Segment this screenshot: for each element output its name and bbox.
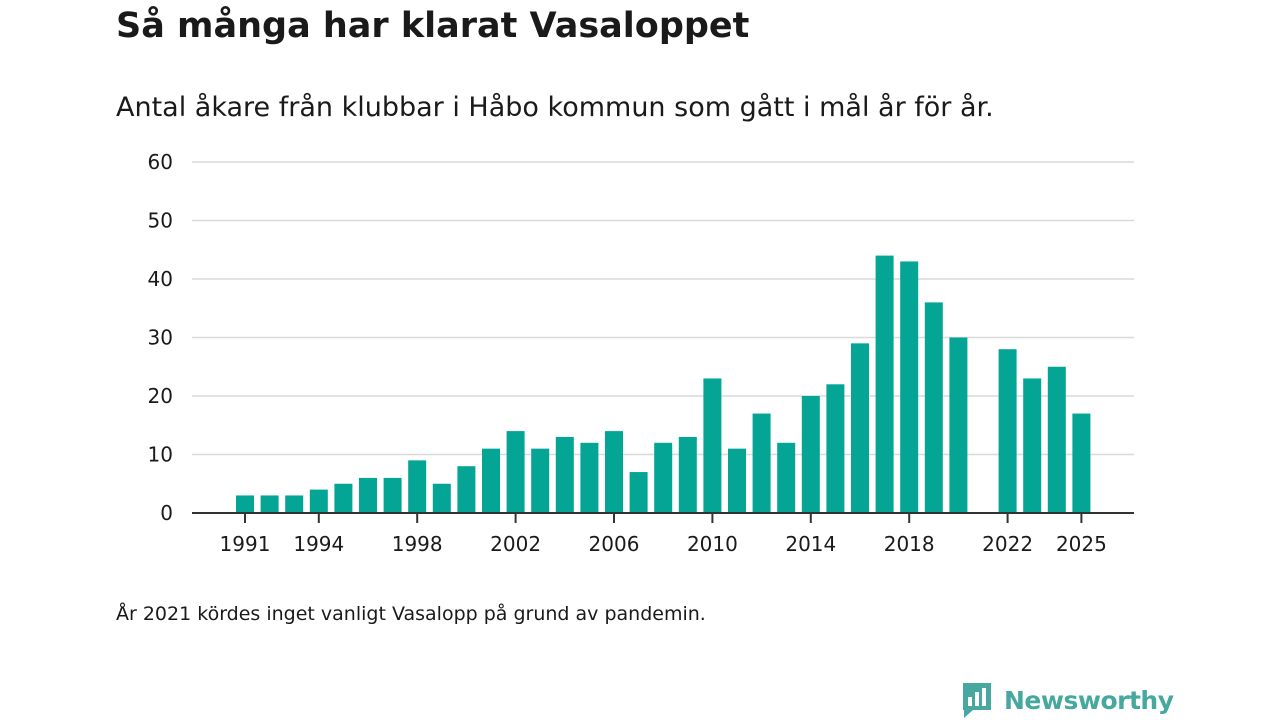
- bar-2015: [826, 384, 845, 513]
- y-tick-label-10: 10: [148, 443, 173, 467]
- bar-2013: [777, 442, 796, 513]
- y-tick-label-30: 30: [148, 326, 173, 350]
- bar-2014: [801, 396, 820, 513]
- bar-2020: [949, 337, 968, 513]
- bar-1994: [309, 489, 328, 513]
- x-axis: [192, 512, 1134, 523]
- bar-2011: [728, 448, 746, 513]
- bar-1996: [359, 477, 377, 513]
- tick-labels: 0 10 20 30 40 50 60 1991 1994 1998 2002 2006 2010 201…: [148, 150, 1107, 556]
- bar-2012: [752, 413, 771, 513]
- x-tick-label-1998: 1998: [392, 532, 443, 556]
- bar-2025: [1072, 413, 1091, 513]
- bar-chart: 0 10 20 30 40 50 60 1991 1994 1998 2002 2006 2010 201…: [148, 150, 1134, 556]
- x-tick-label-1991: 1991: [220, 532, 271, 556]
- x-tick-label-2006: 2006: [589, 532, 640, 556]
- chart-subtitle: Antal åkare från klubbar i Håbo kommun s…: [116, 92, 994, 123]
- y-tick-label-40: 40: [148, 267, 173, 291]
- bar-1998: [408, 460, 427, 513]
- y-tick-label-20: 20: [148, 384, 173, 408]
- y-tick-label-0: 0: [160, 501, 173, 525]
- bar-2006: [605, 431, 623, 513]
- bar-2004: [555, 436, 574, 513]
- bar-2008: [654, 442, 673, 513]
- bars: [236, 255, 1091, 513]
- bar-2000: [457, 466, 476, 513]
- bar-1997: [383, 477, 402, 513]
- bar-2019: [924, 302, 943, 513]
- bar-1992: [260, 495, 279, 513]
- bar-2010: [703, 378, 722, 513]
- bar-1993: [285, 495, 304, 513]
- x-tick-label-2002: 2002: [490, 532, 541, 556]
- newsworthy-logo-icon: [963, 683, 991, 718]
- bar-2018: [900, 261, 919, 513]
- bar-2001: [482, 448, 500, 513]
- bar-2017: [875, 255, 894, 513]
- bar-2005: [580, 442, 599, 513]
- x-tick-label-2022: 2022: [982, 532, 1033, 556]
- y-tick-label-60: 60: [148, 150, 173, 174]
- bar-2007: [629, 472, 648, 513]
- y-tick-label-50: 50: [148, 209, 173, 233]
- x-tick-label-2025: 2025: [1056, 532, 1107, 556]
- chart-title: Så många har klarat Vasaloppet: [116, 6, 750, 46]
- bar-2002: [506, 431, 525, 513]
- bar-2023: [1023, 378, 1042, 513]
- bar-1995: [334, 483, 353, 513]
- bar-1999: [432, 483, 451, 513]
- newsworthy-logo-text: Newsworthy: [1004, 685, 1174, 715]
- gridlines: [192, 161, 1134, 456]
- x-tick-label-2010: 2010: [687, 532, 738, 556]
- bar-2009: [678, 436, 697, 513]
- x-tick-label-2014: 2014: [785, 532, 836, 556]
- bar-2022: [998, 349, 1017, 513]
- bar-2016: [851, 343, 869, 513]
- bar-1991: [236, 495, 254, 513]
- footnote: År 2021 kördes inget vanligt Vasalopp på…: [116, 603, 706, 625]
- x-tick-label-1994: 1994: [293, 532, 344, 556]
- bar-2003: [531, 448, 550, 513]
- newsworthy-logo: Newsworthy: [960, 680, 1174, 720]
- bar-2024: [1047, 366, 1066, 513]
- x-tick-label-2018: 2018: [884, 532, 935, 556]
